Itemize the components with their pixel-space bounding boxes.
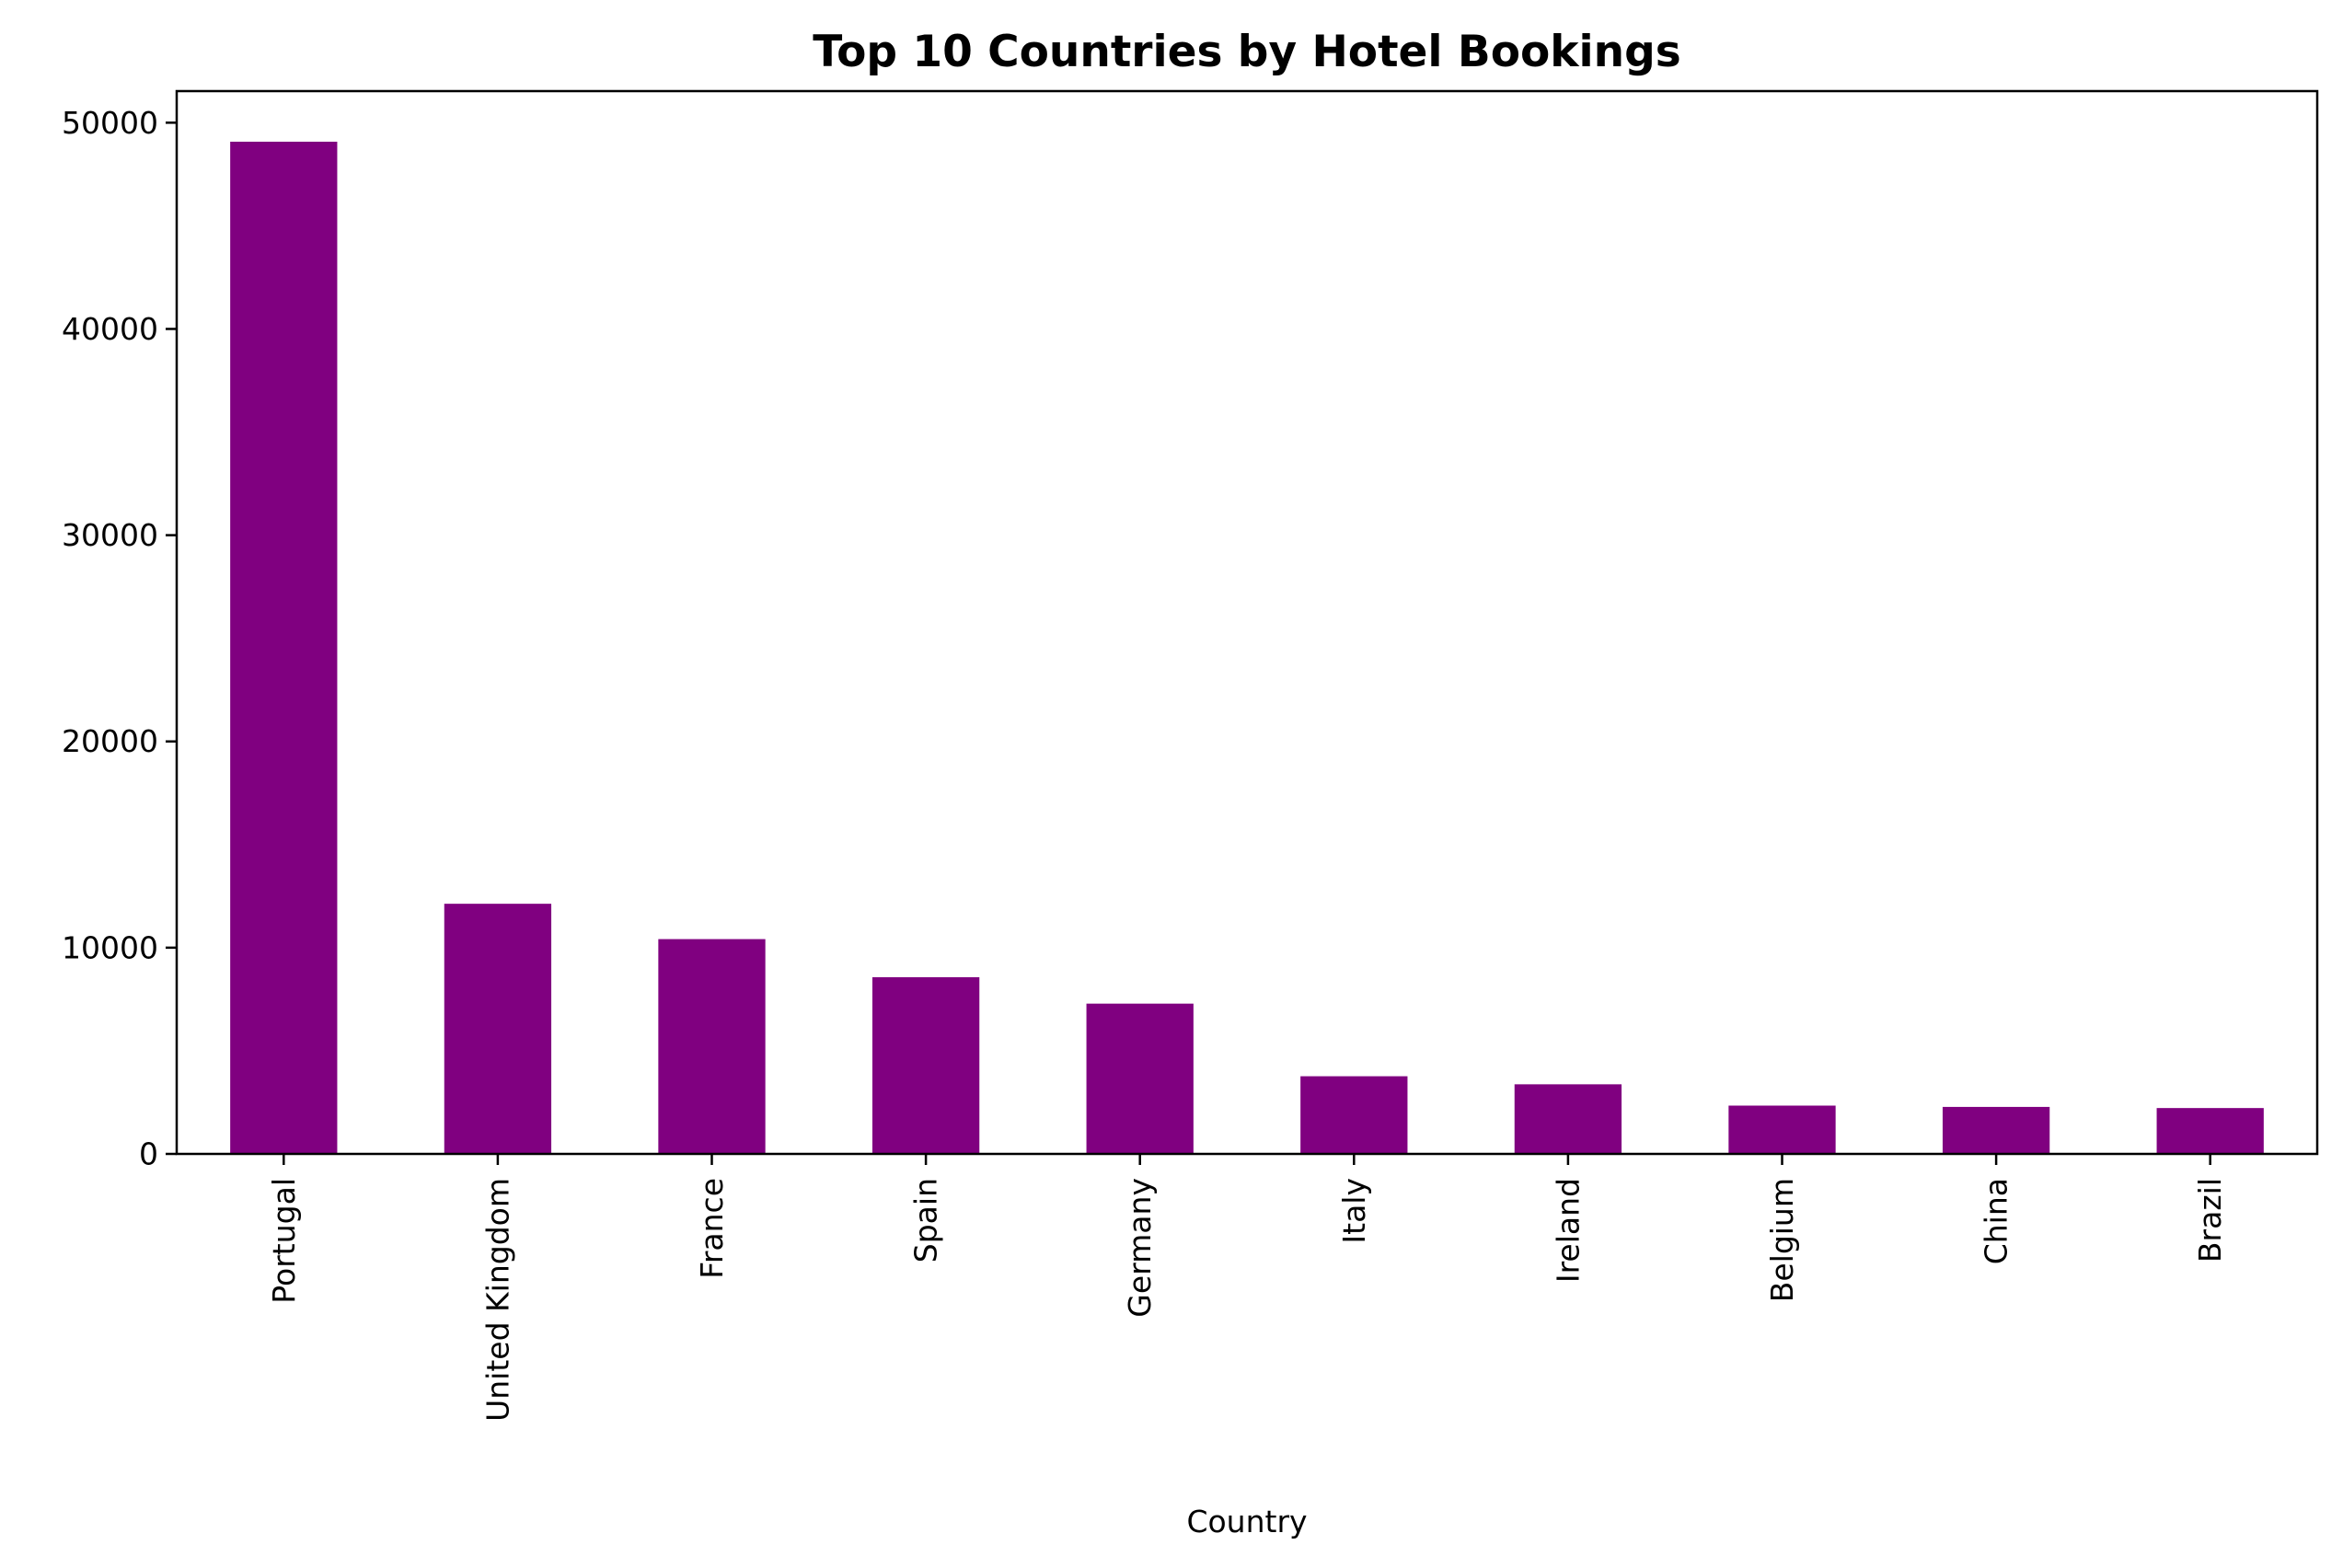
chart-title: Top 10 Countries by Hotel Bookings bbox=[813, 27, 1681, 77]
bar-italy bbox=[1300, 1076, 1408, 1154]
bar-france bbox=[658, 939, 766, 1154]
bar-belgium bbox=[1728, 1105, 1836, 1154]
x-tick-label: Germany bbox=[1122, 1178, 1158, 1318]
x-tick-label: Ireland bbox=[1550, 1178, 1586, 1283]
x-tick-label: France bbox=[694, 1178, 730, 1279]
y-tick-label: 10000 bbox=[62, 929, 158, 965]
x-tick-label: Belgium bbox=[1764, 1178, 1800, 1302]
x-tick-label: Brazil bbox=[2192, 1178, 2228, 1262]
bar-united-kingdom bbox=[444, 904, 552, 1154]
y-tick-label: 40000 bbox=[62, 311, 158, 347]
x-axis-ticks: Portugal United Kingdom France Spain Germany… bbox=[266, 1154, 2228, 1422]
y-tick-label: 30000 bbox=[62, 517, 158, 553]
bar-china bbox=[1942, 1106, 2050, 1154]
x-tick-label: Portugal bbox=[266, 1178, 302, 1304]
bar-portugal bbox=[230, 142, 338, 1154]
x-tick-label: United Kingdom bbox=[479, 1178, 515, 1422]
bar-brazil bbox=[2156, 1108, 2264, 1154]
bar-germany bbox=[1086, 1003, 1194, 1154]
x-tick-label: Spain bbox=[908, 1178, 944, 1262]
y-tick-label: 0 bbox=[139, 1136, 158, 1172]
bar-spain bbox=[871, 976, 980, 1154]
plot-area bbox=[230, 142, 2264, 1154]
y-axis-ticks: 0 10000 20000 30000 40000 50000 bbox=[62, 105, 177, 1172]
y-tick-label: 20000 bbox=[62, 723, 158, 759]
y-tick-label: 50000 bbox=[62, 105, 158, 141]
axes-frame bbox=[175, 89, 2319, 1156]
x-tick-label: Italy bbox=[1336, 1178, 1372, 1244]
x-tick-label: China bbox=[1979, 1178, 2014, 1264]
bar-ireland bbox=[1514, 1084, 1622, 1154]
x-axis-label: Country bbox=[1186, 1504, 1307, 1539]
